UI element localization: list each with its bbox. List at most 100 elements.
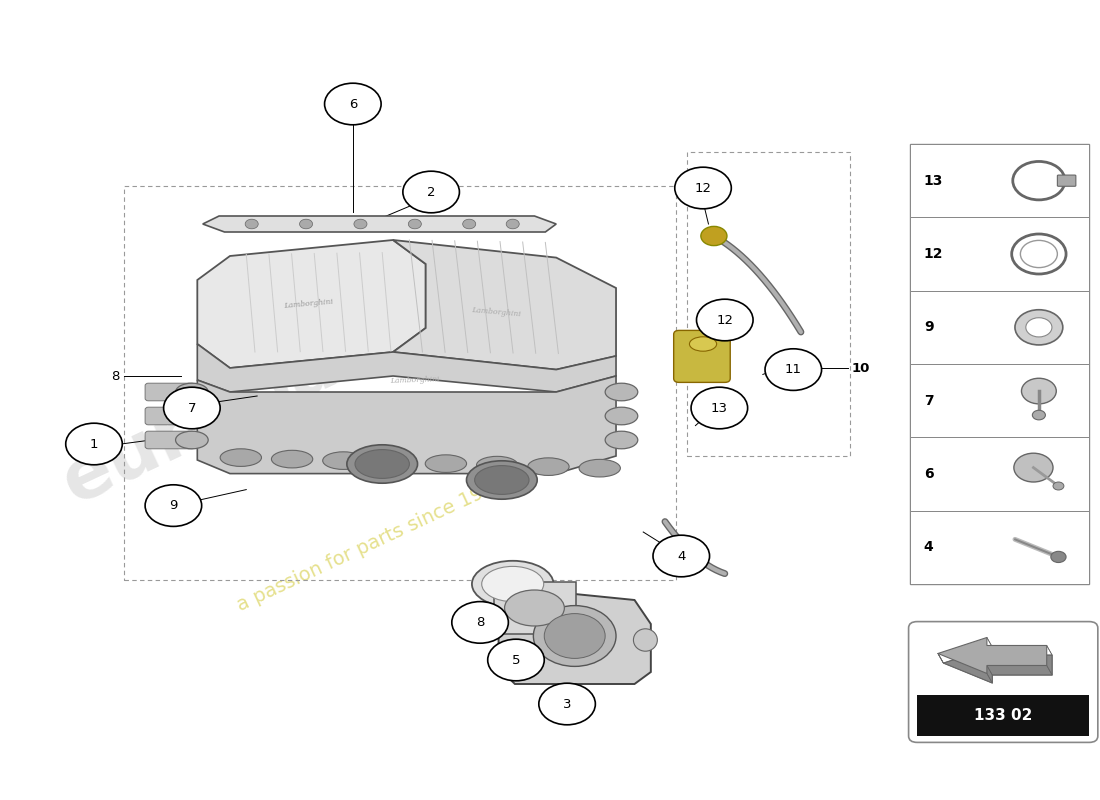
- Polygon shape: [944, 647, 1052, 683]
- Circle shape: [403, 171, 460, 213]
- Circle shape: [544, 614, 605, 658]
- Polygon shape: [393, 240, 616, 370]
- Polygon shape: [197, 376, 616, 474]
- Bar: [910, 144, 1089, 218]
- FancyBboxPatch shape: [917, 695, 1089, 736]
- Polygon shape: [494, 582, 575, 634]
- Ellipse shape: [322, 452, 364, 470]
- Ellipse shape: [374, 454, 416, 471]
- Text: Lamborghini: Lamborghini: [283, 298, 333, 310]
- Circle shape: [674, 167, 732, 209]
- Ellipse shape: [346, 445, 418, 483]
- Text: Lamborghini: Lamborghini: [389, 375, 440, 385]
- Ellipse shape: [176, 431, 208, 449]
- Circle shape: [506, 219, 519, 229]
- Polygon shape: [498, 588, 651, 684]
- Text: 8: 8: [111, 370, 119, 382]
- Ellipse shape: [605, 383, 638, 401]
- Text: 4: 4: [924, 540, 934, 554]
- Ellipse shape: [579, 459, 620, 477]
- Polygon shape: [938, 638, 1047, 674]
- Bar: [910, 510, 1089, 584]
- Text: 11: 11: [784, 363, 802, 376]
- Circle shape: [408, 219, 421, 229]
- Ellipse shape: [605, 431, 638, 449]
- Text: 13: 13: [711, 402, 728, 414]
- Circle shape: [299, 219, 312, 229]
- Circle shape: [691, 387, 748, 429]
- Circle shape: [1014, 453, 1053, 482]
- Bar: [686, 152, 850, 456]
- Bar: [910, 218, 1089, 290]
- Bar: [910, 144, 1089, 584]
- Circle shape: [1022, 378, 1056, 404]
- FancyBboxPatch shape: [673, 330, 730, 382]
- Text: 8: 8: [476, 616, 484, 629]
- Circle shape: [354, 219, 367, 229]
- Circle shape: [764, 349, 822, 390]
- Text: 12: 12: [924, 247, 944, 261]
- Ellipse shape: [176, 383, 208, 401]
- Text: a passion for parts since 1985: a passion for parts since 1985: [233, 473, 509, 615]
- Circle shape: [696, 299, 754, 341]
- Circle shape: [66, 423, 122, 465]
- Ellipse shape: [472, 561, 553, 607]
- Text: 9: 9: [924, 320, 934, 334]
- Text: 133 02: 133 02: [974, 708, 1033, 723]
- Ellipse shape: [605, 407, 638, 425]
- Text: 1: 1: [90, 438, 98, 450]
- Circle shape: [245, 219, 258, 229]
- Ellipse shape: [176, 407, 208, 425]
- Text: 12: 12: [716, 314, 734, 326]
- Text: 4: 4: [678, 550, 685, 562]
- Text: 6: 6: [349, 98, 358, 110]
- Circle shape: [1053, 482, 1064, 490]
- Ellipse shape: [272, 450, 312, 468]
- Polygon shape: [202, 216, 557, 232]
- Ellipse shape: [634, 629, 658, 651]
- Circle shape: [653, 535, 710, 577]
- Circle shape: [145, 485, 201, 526]
- FancyBboxPatch shape: [1057, 175, 1076, 186]
- FancyBboxPatch shape: [145, 407, 195, 425]
- Circle shape: [324, 83, 381, 125]
- Circle shape: [1015, 310, 1063, 345]
- Circle shape: [1033, 410, 1045, 420]
- Ellipse shape: [476, 456, 518, 474]
- Text: 10: 10: [852, 362, 870, 374]
- Circle shape: [463, 219, 475, 229]
- Bar: [910, 364, 1089, 438]
- Text: 13: 13: [924, 174, 943, 188]
- Bar: [910, 438, 1089, 510]
- Text: eurGparts: eurGparts: [52, 282, 452, 518]
- Ellipse shape: [466, 461, 537, 499]
- Text: 9: 9: [169, 499, 177, 512]
- Ellipse shape: [426, 455, 466, 473]
- Ellipse shape: [474, 466, 529, 494]
- Text: 7: 7: [188, 402, 196, 414]
- Text: 6: 6: [924, 467, 934, 481]
- Bar: [124, 186, 675, 580]
- Ellipse shape: [220, 449, 262, 466]
- FancyBboxPatch shape: [145, 431, 195, 449]
- Circle shape: [487, 639, 544, 681]
- Circle shape: [452, 602, 508, 643]
- Polygon shape: [197, 240, 426, 368]
- Circle shape: [701, 226, 727, 246]
- FancyBboxPatch shape: [909, 622, 1098, 742]
- Ellipse shape: [482, 566, 543, 602]
- Ellipse shape: [505, 590, 564, 626]
- Text: 5: 5: [512, 654, 520, 666]
- Text: 3: 3: [563, 698, 571, 710]
- Text: 7: 7: [924, 394, 934, 408]
- Ellipse shape: [528, 458, 569, 475]
- Circle shape: [539, 683, 595, 725]
- Circle shape: [1050, 551, 1066, 562]
- Text: 2: 2: [427, 186, 436, 198]
- FancyBboxPatch shape: [145, 383, 195, 401]
- Text: 12: 12: [694, 182, 712, 194]
- Circle shape: [1026, 318, 1052, 337]
- Ellipse shape: [690, 337, 716, 351]
- Ellipse shape: [355, 450, 409, 478]
- Circle shape: [534, 606, 616, 666]
